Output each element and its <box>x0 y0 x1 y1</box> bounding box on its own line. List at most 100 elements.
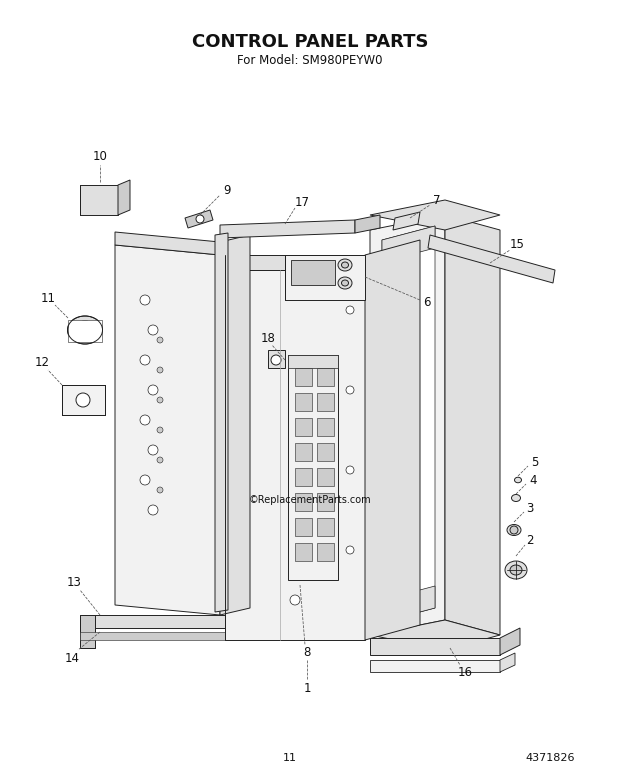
Circle shape <box>157 457 163 463</box>
Text: 1: 1 <box>303 681 311 694</box>
Ellipse shape <box>510 565 522 575</box>
Polygon shape <box>428 235 555 283</box>
Text: 17: 17 <box>294 196 309 209</box>
Circle shape <box>140 475 150 485</box>
Text: 4371826: 4371826 <box>525 753 575 763</box>
Circle shape <box>140 355 150 365</box>
Polygon shape <box>225 270 365 640</box>
Text: 4: 4 <box>529 473 537 486</box>
Polygon shape <box>285 255 365 300</box>
Text: 18: 18 <box>260 332 275 345</box>
Polygon shape <box>268 350 285 368</box>
Polygon shape <box>295 368 312 386</box>
Polygon shape <box>317 493 334 511</box>
Polygon shape <box>393 212 420 230</box>
Polygon shape <box>225 255 365 270</box>
Text: 7: 7 <box>433 193 441 206</box>
Circle shape <box>157 487 163 493</box>
Text: 14: 14 <box>64 651 79 665</box>
Circle shape <box>346 466 354 474</box>
Ellipse shape <box>515 477 521 482</box>
Ellipse shape <box>338 277 352 289</box>
Polygon shape <box>370 200 500 230</box>
Polygon shape <box>500 628 520 655</box>
Text: CONTROL PANEL PARTS: CONTROL PANEL PARTS <box>192 33 428 51</box>
Text: 8: 8 <box>303 647 311 659</box>
Text: 6: 6 <box>423 296 431 309</box>
Polygon shape <box>355 215 380 233</box>
Polygon shape <box>115 232 220 255</box>
Polygon shape <box>215 233 228 612</box>
Circle shape <box>148 325 158 335</box>
Text: 3: 3 <box>526 501 534 515</box>
Polygon shape <box>317 393 334 411</box>
Circle shape <box>140 295 150 305</box>
Polygon shape <box>295 518 312 536</box>
Ellipse shape <box>338 259 352 271</box>
Polygon shape <box>295 393 312 411</box>
Ellipse shape <box>80 326 90 334</box>
Text: 13: 13 <box>66 576 81 590</box>
Polygon shape <box>317 368 334 386</box>
Polygon shape <box>370 638 500 655</box>
Polygon shape <box>295 418 312 436</box>
Circle shape <box>196 215 204 223</box>
Circle shape <box>157 397 163 403</box>
Circle shape <box>157 427 163 433</box>
Ellipse shape <box>342 262 348 268</box>
Polygon shape <box>370 660 500 672</box>
Polygon shape <box>80 632 225 640</box>
Text: 15: 15 <box>510 239 525 252</box>
Polygon shape <box>288 355 338 368</box>
Ellipse shape <box>507 525 521 536</box>
Circle shape <box>346 306 354 314</box>
Polygon shape <box>295 493 312 511</box>
Ellipse shape <box>74 321 96 339</box>
Polygon shape <box>382 226 435 262</box>
Polygon shape <box>382 586 435 622</box>
Polygon shape <box>62 385 105 415</box>
Polygon shape <box>220 235 250 615</box>
Ellipse shape <box>505 561 527 579</box>
Polygon shape <box>365 240 420 640</box>
Polygon shape <box>80 185 118 215</box>
Polygon shape <box>80 615 95 648</box>
Circle shape <box>148 385 158 395</box>
Polygon shape <box>445 215 500 635</box>
Text: 10: 10 <box>92 150 107 163</box>
Polygon shape <box>220 220 355 238</box>
Text: 11: 11 <box>283 753 297 763</box>
Polygon shape <box>295 468 312 486</box>
Polygon shape <box>382 226 435 622</box>
Polygon shape <box>115 245 220 615</box>
Circle shape <box>148 445 158 455</box>
Ellipse shape <box>68 316 102 344</box>
Polygon shape <box>295 443 312 461</box>
Text: 12: 12 <box>35 357 50 370</box>
Circle shape <box>157 337 163 343</box>
Circle shape <box>157 367 163 373</box>
Polygon shape <box>291 260 335 285</box>
Polygon shape <box>68 320 102 342</box>
Polygon shape <box>370 215 445 635</box>
Circle shape <box>271 355 281 365</box>
Circle shape <box>140 415 150 425</box>
Polygon shape <box>317 418 334 436</box>
Polygon shape <box>317 443 334 461</box>
Text: For Model: SM980PEYW0: For Model: SM980PEYW0 <box>237 53 383 66</box>
Ellipse shape <box>512 494 521 501</box>
Circle shape <box>76 393 90 407</box>
Polygon shape <box>185 210 213 228</box>
Polygon shape <box>80 615 225 628</box>
Text: 16: 16 <box>458 666 472 680</box>
Polygon shape <box>317 543 334 561</box>
Circle shape <box>346 386 354 394</box>
Polygon shape <box>288 355 338 580</box>
Text: 9: 9 <box>223 184 231 196</box>
Polygon shape <box>370 620 500 650</box>
Circle shape <box>510 526 518 534</box>
Ellipse shape <box>342 280 348 286</box>
Polygon shape <box>118 180 130 215</box>
Polygon shape <box>500 653 515 672</box>
Text: 11: 11 <box>40 292 56 304</box>
